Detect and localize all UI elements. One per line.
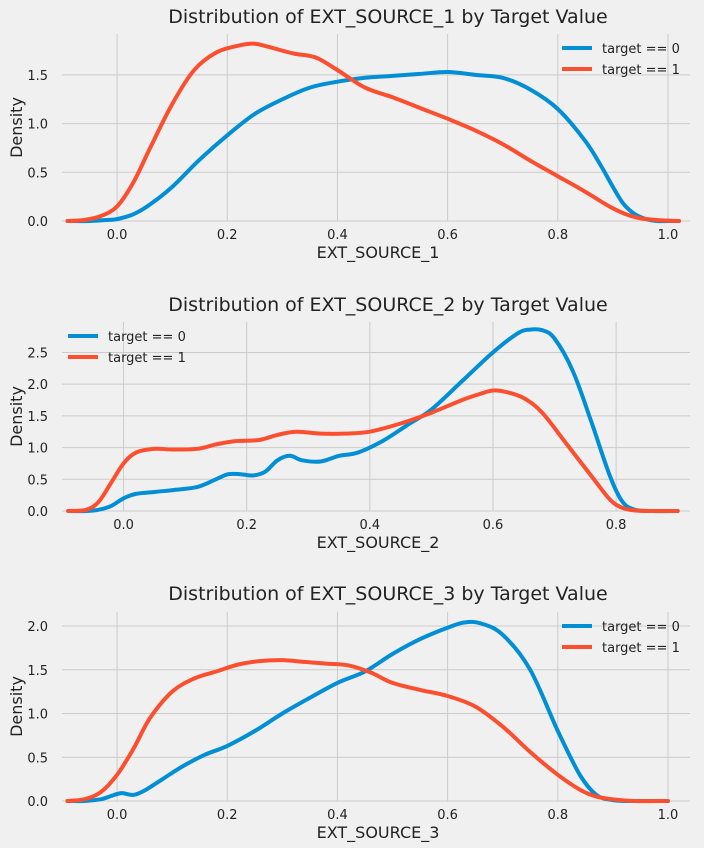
series-line-target-1 (65, 41, 681, 223)
y-tick-label: 0.0 (27, 795, 48, 810)
x-tick-label: 0.8 (547, 228, 568, 243)
y-tick-label: 1.0 (27, 118, 48, 133)
y-tick-label: 1.0 (27, 708, 48, 723)
x-tick-label: 0.4 (327, 228, 348, 243)
y-tick-label: 0.0 (27, 505, 48, 520)
legend-label: target == 1 (602, 641, 680, 656)
x-axis-label: EXT_SOURCE_3 (317, 823, 440, 843)
x-axis-label: EXT_SOURCE_1 (317, 243, 440, 263)
x-tick-label: 0.4 (359, 518, 380, 533)
legend: target == 0 target == 1 (562, 620, 680, 656)
series-line-target-1 (66, 388, 680, 514)
legend: target == 0 target == 1 (68, 330, 186, 366)
x-tick-label: 0.4 (327, 808, 348, 823)
y-tick-label: 2.0 (27, 378, 48, 393)
chart-1: 0.0 0.2 0.4 0.6 0.8 1.0 0.0 0.5 1.0 1.5 Distributi… (7, 6, 690, 263)
y-tick-label: 2.0 (27, 620, 48, 635)
x-tick-label: 0.2 (236, 518, 257, 533)
x-tick-label: 1.0 (658, 808, 679, 823)
x-tick-label: 0.2 (217, 228, 238, 243)
y-tick-label: 1.5 (27, 69, 48, 84)
chart-2: 0.0 0.2 0.4 0.6 0.8 0.0 0.5 1.0 1.5 2.0 2.5 Distrib… (7, 294, 690, 553)
series-line-target-0 (65, 619, 670, 804)
x-tick-label: 0.6 (483, 518, 504, 533)
y-axis-label: Density (7, 676, 26, 737)
series-line-target-1 (65, 658, 670, 804)
y-tick-label: 2.5 (27, 346, 48, 361)
y-tick-label: 0.5 (27, 751, 48, 766)
y-axis-label: Density (7, 386, 26, 447)
series-line-target-0 (66, 327, 680, 514)
x-tick-label: 0.0 (107, 228, 128, 243)
y-tick-label: 1.5 (27, 664, 48, 679)
x-tick-label: 0.6 (437, 808, 458, 823)
chart-title: Distribution of EXT_SOURCE_2 by Target V… (168, 294, 607, 316)
legend-label: target == 0 (602, 620, 680, 635)
legend-label: target == 0 (602, 42, 680, 57)
y-tick-label: 1.0 (27, 442, 48, 457)
legend-label: target == 1 (602, 63, 680, 78)
y-tick-label: 0.5 (27, 473, 48, 488)
x-tick-label: 0.2 (217, 808, 238, 823)
legend: target == 0 target == 1 (562, 42, 680, 78)
legend-label: target == 0 (108, 330, 186, 345)
y-tick-label: 1.5 (27, 410, 48, 425)
x-tick-label: 0.8 (547, 808, 568, 823)
y-axis-label: Density (7, 97, 26, 158)
chart-title: Distribution of EXT_SOURCE_3 by Target V… (168, 583, 607, 605)
x-tick-label: 0.8 (606, 518, 627, 533)
legend-label: target == 1 (108, 351, 186, 366)
x-tick-label: 0.0 (113, 518, 134, 533)
chart-3: 0.0 0.2 0.4 0.6 0.8 1.0 0.0 0.5 1.0 1.5 2.0 Distrib… (7, 583, 690, 843)
x-tick-label: 0.0 (107, 808, 128, 823)
chart-title: Distribution of EXT_SOURCE_1 by Target V… (168, 6, 607, 28)
x-tick-label: 1.0 (658, 228, 679, 243)
x-tick-label: 0.6 (437, 228, 458, 243)
y-tick-label: 0.5 (27, 166, 48, 181)
x-axis-label: EXT_SOURCE_2 (317, 533, 440, 553)
series-line-target-0 (65, 69, 681, 224)
y-tick-label: 0.0 (27, 215, 48, 230)
